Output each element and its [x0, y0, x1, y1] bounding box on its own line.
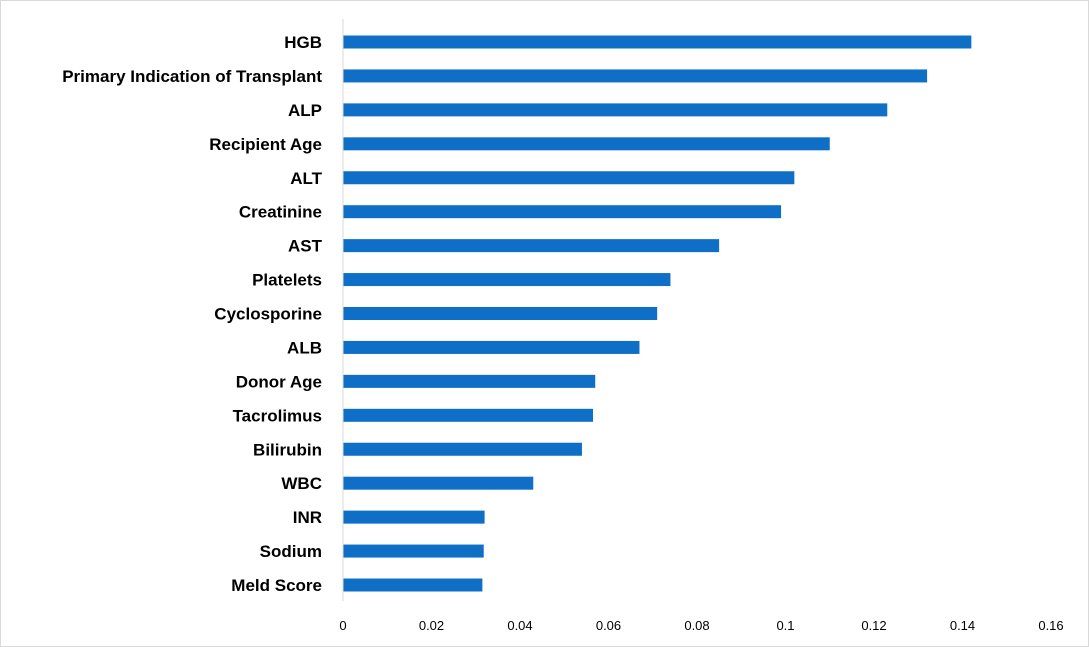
x-tick-label: 0.1 — [776, 618, 794, 633]
x-tick-label: 0.06 — [596, 618, 621, 633]
x-tick-label: 0 — [339, 618, 346, 633]
category-label-sodium: Sodium — [260, 542, 322, 561]
category-label-cyclosporine: Cyclosporine — [214, 305, 322, 324]
x-tick-label: 0.04 — [507, 618, 532, 633]
category-label-creatinine: Creatinine — [239, 203, 322, 222]
category-label-tacrolimus: Tacrolimus — [233, 406, 322, 425]
bar-primary-indication-of-transplant — [343, 69, 928, 83]
bar-alp — [343, 103, 888, 117]
bar-tacrolimus — [343, 408, 594, 422]
category-label-ast: AST — [288, 237, 323, 256]
bar-wbc — [343, 476, 534, 490]
bar-inr — [343, 510, 485, 524]
bar-hgb — [343, 35, 972, 49]
bar-alb — [343, 340, 640, 354]
bar-meld-score — [343, 578, 483, 592]
category-label-wbc: WBC — [281, 474, 322, 493]
bar-group — [343, 35, 972, 592]
x-tick-label: 0.14 — [950, 618, 975, 633]
category-label-alp: ALP — [288, 101, 322, 120]
category-label-primary-indication-of-transplant: Primary Indication of Transplant — [62, 67, 322, 86]
bar-sodium — [343, 544, 484, 558]
x-tick-label: 0.12 — [861, 618, 886, 633]
x-tick-labels: 0 0.02 0.04 0.06 0.08 0.1 0.12 0.14 0.16 — [339, 618, 1063, 633]
bar-cyclosporine — [343, 307, 658, 320]
category-label-alt: ALT — [290, 169, 322, 188]
category-label-hgb: HGB — [284, 33, 322, 52]
category-label-inr: INR — [293, 508, 322, 527]
bar-ast — [343, 239, 720, 253]
category-label-meld-score: Meld Score — [231, 576, 322, 595]
category-label-recipient-age: Recipient Age — [209, 135, 322, 154]
bar-platelets — [343, 273, 671, 287]
bar-creatinine — [343, 205, 782, 219]
bar-alt — [343, 171, 795, 185]
category-label-alb: ALB — [287, 338, 322, 357]
bar-bilirubin — [343, 442, 582, 456]
x-tick-label: 0.16 — [1038, 618, 1063, 633]
category-labels: HGB Primary Indication of Transplant ALP Re… — [62, 33, 322, 595]
x-tick-label: 0.02 — [419, 618, 444, 633]
category-label-platelets: Platelets — [252, 271, 322, 290]
category-label-donor-age: Donor Age — [236, 372, 322, 391]
bar-recipient-age — [343, 137, 830, 151]
bar-donor-age — [343, 374, 596, 388]
x-tick-label: 0.08 — [684, 618, 709, 633]
category-label-bilirubin: Bilirubin — [253, 440, 322, 459]
